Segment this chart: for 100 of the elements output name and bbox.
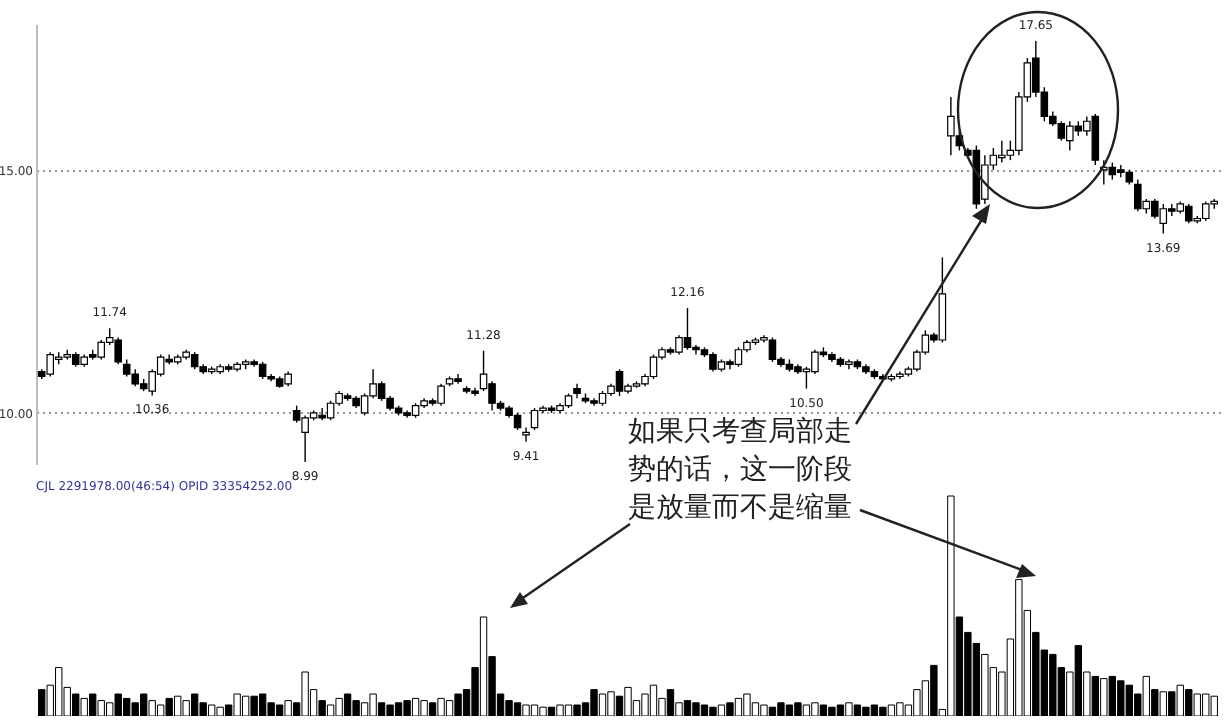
bar <box>896 702 904 716</box>
bar <box>241 695 250 716</box>
bar <box>564 704 573 716</box>
bar <box>666 689 675 716</box>
bar <box>802 704 811 716</box>
bar <box>352 700 360 716</box>
candlestick <box>768 336 777 363</box>
bar <box>811 702 819 716</box>
candlestick <box>530 407 539 431</box>
candlestick <box>947 96 955 156</box>
bar <box>403 700 411 716</box>
candlestick <box>522 426 530 443</box>
bar <box>386 704 394 716</box>
bar <box>683 700 692 716</box>
bar <box>853 704 862 716</box>
bar <box>598 693 607 716</box>
bar <box>479 616 488 716</box>
bar <box>216 706 224 716</box>
candlestick <box>811 349 819 375</box>
bar <box>505 700 513 716</box>
bar <box>522 704 530 716</box>
bar <box>275 704 284 716</box>
bar <box>38 689 46 716</box>
bar <box>173 695 182 716</box>
bar <box>836 704 845 716</box>
candlestick <box>1159 203 1168 235</box>
candlestick <box>1201 200 1210 222</box>
bar <box>335 697 343 716</box>
candlestick <box>709 351 717 373</box>
bar <box>539 706 547 716</box>
bar <box>777 702 785 716</box>
candlestick <box>734 346 743 368</box>
candlestick <box>488 380 496 412</box>
bar <box>734 697 743 716</box>
candlestick <box>692 344 700 356</box>
bar <box>207 704 216 716</box>
bar <box>233 693 241 716</box>
bar <box>573 704 581 716</box>
bar <box>284 700 292 716</box>
bar <box>700 704 709 716</box>
bar <box>760 704 768 716</box>
bar <box>190 693 199 716</box>
bar <box>726 702 734 716</box>
candlestick <box>1057 120 1066 142</box>
bar <box>454 693 462 716</box>
bar <box>794 702 802 716</box>
bar <box>250 695 258 716</box>
candlestick <box>1091 113 1100 166</box>
bar <box>641 693 649 716</box>
bar <box>513 702 522 716</box>
bar <box>887 704 896 716</box>
candlestick <box>649 353 658 380</box>
candlestick <box>675 334 683 356</box>
bar <box>717 704 726 716</box>
bar <box>819 704 828 716</box>
bar <box>930 664 938 716</box>
bar <box>420 700 428 716</box>
candlestick <box>1184 203 1193 225</box>
bar <box>369 693 377 716</box>
bar <box>394 702 403 716</box>
candlestick <box>938 256 947 344</box>
bar <box>828 706 836 716</box>
candlestick <box>998 139 1006 164</box>
bar <box>692 702 700 716</box>
bar <box>607 691 615 716</box>
bar <box>862 706 870 716</box>
bar <box>326 704 335 716</box>
candlestick <box>377 380 386 402</box>
bar <box>445 700 454 716</box>
candlestick <box>1134 178 1142 212</box>
bar <box>845 702 853 716</box>
candlestick <box>114 336 122 366</box>
bar <box>870 704 879 716</box>
bar <box>743 693 751 716</box>
bar <box>258 693 267 716</box>
candlestick <box>318 407 326 421</box>
bar <box>530 704 539 716</box>
bar <box>437 697 445 716</box>
candlestick <box>437 383 445 407</box>
bar <box>879 706 887 716</box>
bar <box>301 671 309 716</box>
candlestick <box>615 368 624 397</box>
candlestick <box>301 414 309 463</box>
bar <box>785 704 794 716</box>
bar <box>411 697 420 716</box>
candlestick <box>46 351 55 378</box>
bar <box>624 686 632 716</box>
bar <box>709 706 717 716</box>
bar <box>556 704 564 716</box>
annotation: 如果只考查局部走势的话，这一阶段是放量而不是缩量 <box>628 414 854 528</box>
bar <box>615 695 624 716</box>
bar <box>649 684 658 716</box>
bar <box>768 706 777 716</box>
bar <box>428 702 437 716</box>
bar <box>343 693 352 716</box>
bar <box>547 706 556 716</box>
bar <box>1074 645 1083 716</box>
bar <box>1210 695 1218 716</box>
bar <box>590 689 598 716</box>
candlestick <box>683 307 692 351</box>
